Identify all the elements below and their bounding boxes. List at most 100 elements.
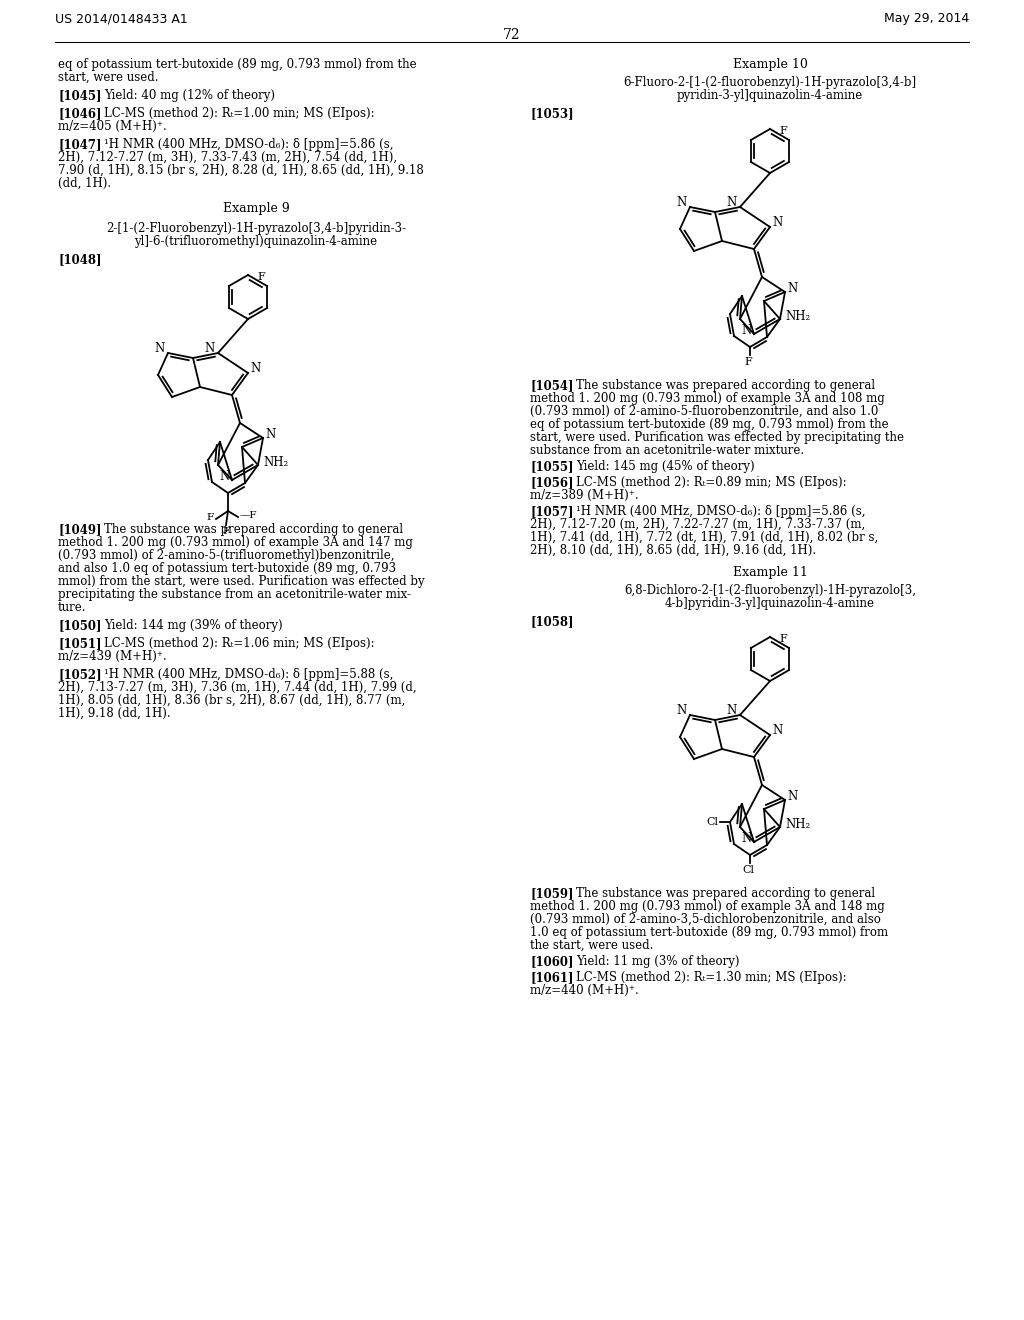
Text: 2-[1-(2-Fluorobenzyl)-1H-pyrazolo[3,4-b]pyridin-3-: 2-[1-(2-Fluorobenzyl)-1H-pyrazolo[3,4-b]…: [105, 222, 407, 235]
Text: Yield: 11 mg (3% of theory): Yield: 11 mg (3% of theory): [575, 954, 739, 968]
Text: [1047]: [1047]: [58, 139, 101, 150]
Text: method 1. 200 mg (0.793 mmol) of example 3A and 147 mg: method 1. 200 mg (0.793 mmol) of example…: [58, 536, 413, 549]
Text: F: F: [779, 634, 787, 644]
Text: [1049]: [1049]: [58, 523, 101, 536]
Text: Yield: 40 mg (12% of theory): Yield: 40 mg (12% of theory): [104, 88, 275, 102]
Text: N: N: [772, 216, 782, 230]
Text: eq of potassium tert-butoxide (89 mg, 0.793 mmol) from the: eq of potassium tert-butoxide (89 mg, 0.…: [530, 418, 889, 432]
Text: NH₂: NH₂: [785, 817, 810, 830]
Text: N: N: [772, 725, 782, 738]
Text: method 1. 200 mg (0.793 mmol) of example 3A and 108 mg: method 1. 200 mg (0.793 mmol) of example…: [530, 392, 885, 405]
Text: Cl: Cl: [706, 817, 718, 828]
Text: NH₂: NH₂: [785, 309, 810, 322]
Text: 2H), 7.12-7.20 (m, 2H), 7.22-7.27 (m, 1H), 7.33-7.37 (m,: 2H), 7.12-7.20 (m, 2H), 7.22-7.27 (m, 1H…: [530, 517, 865, 531]
Text: [1056]: [1056]: [530, 477, 573, 488]
Text: m/z=439 (M+H)⁺.: m/z=439 (M+H)⁺.: [58, 649, 167, 663]
Text: (0.793 mmol) of 2-amino-5-(trifluoromethyl)benzonitrile,: (0.793 mmol) of 2-amino-5-(trifluorometh…: [58, 549, 394, 562]
Text: 6,8-Dichloro-2-[1-(2-fluorobenzyl)-1H-pyrazolo[3,: 6,8-Dichloro-2-[1-(2-fluorobenzyl)-1H-py…: [624, 583, 916, 597]
Text: pyridin-3-yl]quinazolin-4-amine: pyridin-3-yl]quinazolin-4-amine: [677, 88, 863, 102]
Text: F: F: [257, 272, 265, 282]
Text: US 2014/0148433 A1: US 2014/0148433 A1: [55, 12, 187, 25]
Text: 2H), 7.12-7.27 (m, 3H), 7.33-7.43 (m, 2H), 7.54 (dd, 1H),: 2H), 7.12-7.27 (m, 3H), 7.33-7.43 (m, 2H…: [58, 150, 397, 164]
Text: substance from an acetonitrile-water mixture.: substance from an acetonitrile-water mix…: [530, 444, 804, 457]
Text: N: N: [727, 705, 737, 718]
Text: —F: —F: [240, 511, 257, 520]
Text: 1.0 eq of potassium tert-butoxide (89 mg, 0.793 mmol) from: 1.0 eq of potassium tert-butoxide (89 mg…: [530, 927, 888, 939]
Text: (dd, 1H).: (dd, 1H).: [58, 177, 112, 190]
Text: LC-MS (method 2): Rₜ=1.06 min; MS (EIpos):: LC-MS (method 2): Rₜ=1.06 min; MS (EIpos…: [104, 638, 375, 649]
Text: [1046]: [1046]: [58, 107, 101, 120]
Text: LC-MS (method 2): Rₜ=0.89 min; MS (EIpos):: LC-MS (method 2): Rₜ=0.89 min; MS (EIpos…: [575, 477, 847, 488]
Text: N: N: [220, 470, 230, 483]
Text: 6-Fluoro-2-[1-(2-fluorobenzyl)-1H-pyrazolo[3,4-b]: 6-Fluoro-2-[1-(2-fluorobenzyl)-1H-pyrazo…: [624, 77, 916, 88]
Text: N: N: [250, 363, 260, 375]
Text: ¹H NMR (400 MHz, DMSO-d₆): δ [ppm]=5.88 (s,: ¹H NMR (400 MHz, DMSO-d₆): δ [ppm]=5.88 …: [104, 668, 393, 681]
Text: F: F: [779, 125, 787, 136]
Text: [1057]: [1057]: [530, 506, 573, 517]
Text: N: N: [727, 197, 737, 210]
Text: NH₂: NH₂: [263, 455, 288, 469]
Text: [1059]: [1059]: [530, 887, 573, 900]
Text: [1045]: [1045]: [58, 88, 101, 102]
Text: 7.90 (d, 1H), 8.15 (br s, 2H), 8.28 (d, 1H), 8.65 (dd, 1H), 9.18: 7.90 (d, 1H), 8.15 (br s, 2H), 8.28 (d, …: [58, 164, 424, 177]
Text: [1061]: [1061]: [530, 972, 573, 983]
Text: and also 1.0 eq of potassium tert-butoxide (89 mg, 0.793: and also 1.0 eq of potassium tert-butoxi…: [58, 562, 396, 576]
Text: [1060]: [1060]: [530, 954, 573, 968]
Text: Example 11: Example 11: [732, 566, 808, 579]
Text: N: N: [787, 281, 798, 294]
Text: precipitating the substance from an acetonitrile-water mix-: precipitating the substance from an acet…: [58, 587, 411, 601]
Text: N: N: [741, 832, 752, 845]
Text: [1051]: [1051]: [58, 638, 101, 649]
Text: (0.793 mmol) of 2-amino-3,5-dichlorobenzonitrile, and also: (0.793 mmol) of 2-amino-3,5-dichlorobenz…: [530, 913, 881, 927]
Text: mmol) from the start, were used. Purification was effected by: mmol) from the start, were used. Purific…: [58, 576, 425, 587]
Text: 72: 72: [503, 28, 521, 42]
Text: N: N: [677, 705, 687, 718]
Text: [1053]: [1053]: [530, 107, 573, 120]
Text: N: N: [677, 197, 687, 210]
Text: start, were used.: start, were used.: [58, 71, 159, 84]
Text: 2H), 8.10 (dd, 1H), 8.65 (dd, 1H), 9.16 (dd, 1H).: 2H), 8.10 (dd, 1H), 8.65 (dd, 1H), 9.16 …: [530, 544, 816, 557]
Text: N: N: [155, 342, 165, 355]
Text: 4-b]pyridin-3-yl]quinazolin-4-amine: 4-b]pyridin-3-yl]quinazolin-4-amine: [665, 597, 874, 610]
Text: 1H), 9.18 (dd, 1H).: 1H), 9.18 (dd, 1H).: [58, 708, 171, 719]
Text: LC-MS (method 2): Rₜ=1.30 min; MS (EIpos):: LC-MS (method 2): Rₜ=1.30 min; MS (EIpos…: [575, 972, 847, 983]
Text: [1052]: [1052]: [58, 668, 101, 681]
Text: N: N: [265, 428, 275, 441]
Text: [1055]: [1055]: [530, 459, 573, 473]
Text: start, were used. Purification was effected by precipitating the: start, were used. Purification was effec…: [530, 432, 904, 444]
Text: [1054]: [1054]: [530, 379, 573, 392]
Text: Example 9: Example 9: [222, 202, 290, 215]
Text: m/z=389 (M+H)⁺.: m/z=389 (M+H)⁺.: [530, 488, 639, 502]
Text: 1H), 7.41 (dd, 1H), 7.72 (dt, 1H), 7.91 (dd, 1H), 8.02 (br s,: 1H), 7.41 (dd, 1H), 7.72 (dt, 1H), 7.91 …: [530, 531, 879, 544]
Text: May 29, 2014: May 29, 2014: [884, 12, 969, 25]
Text: The substance was prepared according to general: The substance was prepared according to …: [104, 523, 403, 536]
Text: [1050]: [1050]: [58, 619, 101, 632]
Text: m/z=440 (M+H)⁺.: m/z=440 (M+H)⁺.: [530, 983, 639, 997]
Text: 1H), 8.05 (dd, 1H), 8.36 (br s, 2H), 8.67 (dd, 1H), 8.77 (m,: 1H), 8.05 (dd, 1H), 8.36 (br s, 2H), 8.6…: [58, 694, 406, 708]
Text: the start, were used.: the start, were used.: [530, 939, 653, 952]
Text: F: F: [207, 513, 214, 523]
Text: yl]-6-(trifluoromethyl)quinazolin-4-amine: yl]-6-(trifluoromethyl)quinazolin-4-amin…: [134, 235, 378, 248]
Text: Yield: 144 mg (39% of theory): Yield: 144 mg (39% of theory): [104, 619, 283, 632]
Text: 2H), 7.13-7.27 (m, 3H), 7.36 (m, 1H), 7.44 (dd, 1H), 7.99 (d,: 2H), 7.13-7.27 (m, 3H), 7.36 (m, 1H), 7.…: [58, 681, 417, 694]
Text: The substance was prepared according to general: The substance was prepared according to …: [575, 379, 876, 392]
Text: F: F: [744, 356, 752, 367]
Text: [1048]: [1048]: [58, 253, 101, 267]
Text: Example 10: Example 10: [732, 58, 808, 71]
Text: N: N: [741, 323, 752, 337]
Text: m/z=405 (M+H)⁺.: m/z=405 (M+H)⁺.: [58, 120, 167, 133]
Text: ¹H NMR (400 MHz, DMSO-d₆): δ [ppm]=5.86 (s,: ¹H NMR (400 MHz, DMSO-d₆): δ [ppm]=5.86 …: [104, 139, 393, 150]
Text: eq of potassium tert-butoxide (89 mg, 0.793 mmol) from the: eq of potassium tert-butoxide (89 mg, 0.…: [58, 58, 417, 71]
Text: ¹H NMR (400 MHz, DMSO-d₆): δ [ppm]=5.86 (s,: ¹H NMR (400 MHz, DMSO-d₆): δ [ppm]=5.86 …: [575, 506, 865, 517]
Text: The substance was prepared according to general: The substance was prepared according to …: [575, 887, 876, 900]
Text: ture.: ture.: [58, 601, 86, 614]
Text: Cl: Cl: [742, 865, 754, 875]
Text: method 1. 200 mg (0.793 mmol) of example 3A and 148 mg: method 1. 200 mg (0.793 mmol) of example…: [530, 900, 885, 913]
Text: (0.793 mmol) of 2-amino-5-fluorobenzonitrile, and also 1.0: (0.793 mmol) of 2-amino-5-fluorobenzonit…: [530, 405, 879, 418]
Text: N: N: [787, 789, 798, 803]
Text: F: F: [222, 527, 229, 536]
Text: [1058]: [1058]: [530, 615, 573, 628]
Text: N: N: [205, 342, 215, 355]
Text: LC-MS (method 2): Rₜ=1.00 min; MS (EIpos):: LC-MS (method 2): Rₜ=1.00 min; MS (EIpos…: [104, 107, 375, 120]
Text: Yield: 145 mg (45% of theory): Yield: 145 mg (45% of theory): [575, 459, 755, 473]
